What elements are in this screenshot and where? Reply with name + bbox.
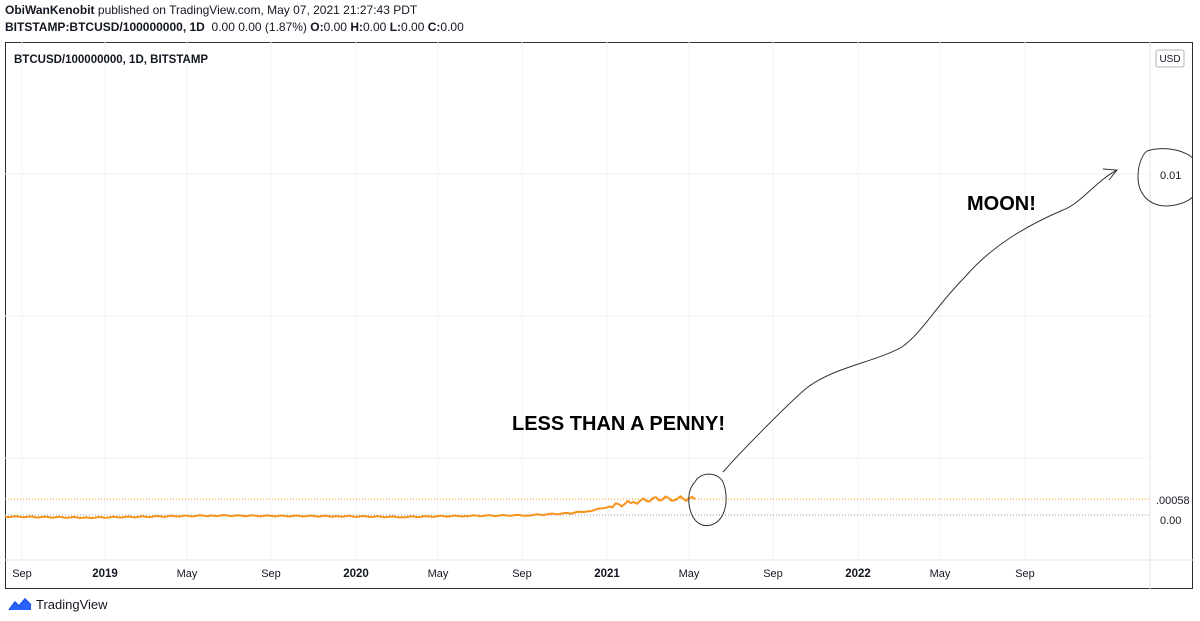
current-price-circle [688,473,727,527]
arrow-head [1102,168,1118,181]
x-tick-label: 2021 [594,568,620,580]
chart-grid [5,42,1150,560]
x-tick-label: Sep [763,568,783,580]
author-name[interactable]: ObiWanKenobit [5,3,95,17]
x-tick-label: May [930,568,951,580]
symbol-label: BITSTAMP:BTCUSD/100000000, 1D [5,20,205,34]
high-value: 0.00 [362,20,387,34]
high-label: H: [350,20,363,34]
low-label: L: [389,20,402,34]
x-tick-label: 2022 [845,568,871,580]
x-tick-label: Sep [1015,568,1035,580]
x-axis-ticks: Sep 2019 May Sep 2020 May Sep 2021 May Sep 2022 May… [12,568,1035,580]
x-tick-label: Sep [12,568,32,580]
target-price-circle [1137,148,1193,207]
currency-label: USD [1159,54,1180,65]
tradingview-logo-icon [8,597,32,611]
open-value: 0.00 [323,20,347,34]
chart-title: BTCUSD/100000000, 1D, BITSTAMP [14,54,208,66]
published-text: published on TradingView.com, May 07, 20… [97,3,418,17]
price-change: 0.00 0.00 (1.87%) [211,20,307,34]
close-value: 0.00 [440,20,464,34]
y-label-last: .00058 [1156,495,1190,507]
publish-info: ObiWanKenobit published on TradingView.c… [5,2,417,18]
x-tick-label: Sep [512,568,532,580]
y-label-zero: 0.00 [1160,515,1181,527]
price-chart[interactable]: BTCUSD/100000000, 1D, BITSTAMP USD .0005… [5,42,1193,589]
tradingview-brand[interactable]: TradingView [8,594,108,614]
x-tick-label: May [428,568,449,580]
x-tick-label: May [177,568,198,580]
low-value: 0.00 [401,20,425,34]
moon-trajectory-arrow [722,169,1118,473]
y-label-target: 0.01 [1160,170,1181,182]
annotation-moon: MOON! [967,193,1036,215]
x-tick-label: Sep [261,568,281,580]
close-label: C: [427,20,441,34]
x-tick-label: 2019 [92,568,118,580]
open-label: O: [310,20,324,34]
symbol-info: BITSTAMP:BTCUSD/100000000, 1D 0.00 0.00 … [5,19,464,35]
currency-button[interactable]: USD [1155,49,1185,68]
annotation-penny: LESS THAN A PENNY! [512,413,725,435]
x-tick-label: 2020 [343,568,369,580]
series-line-btcusd [5,494,696,520]
brand-name: TradingView [36,596,108,612]
x-tick-label: May [679,568,700,580]
